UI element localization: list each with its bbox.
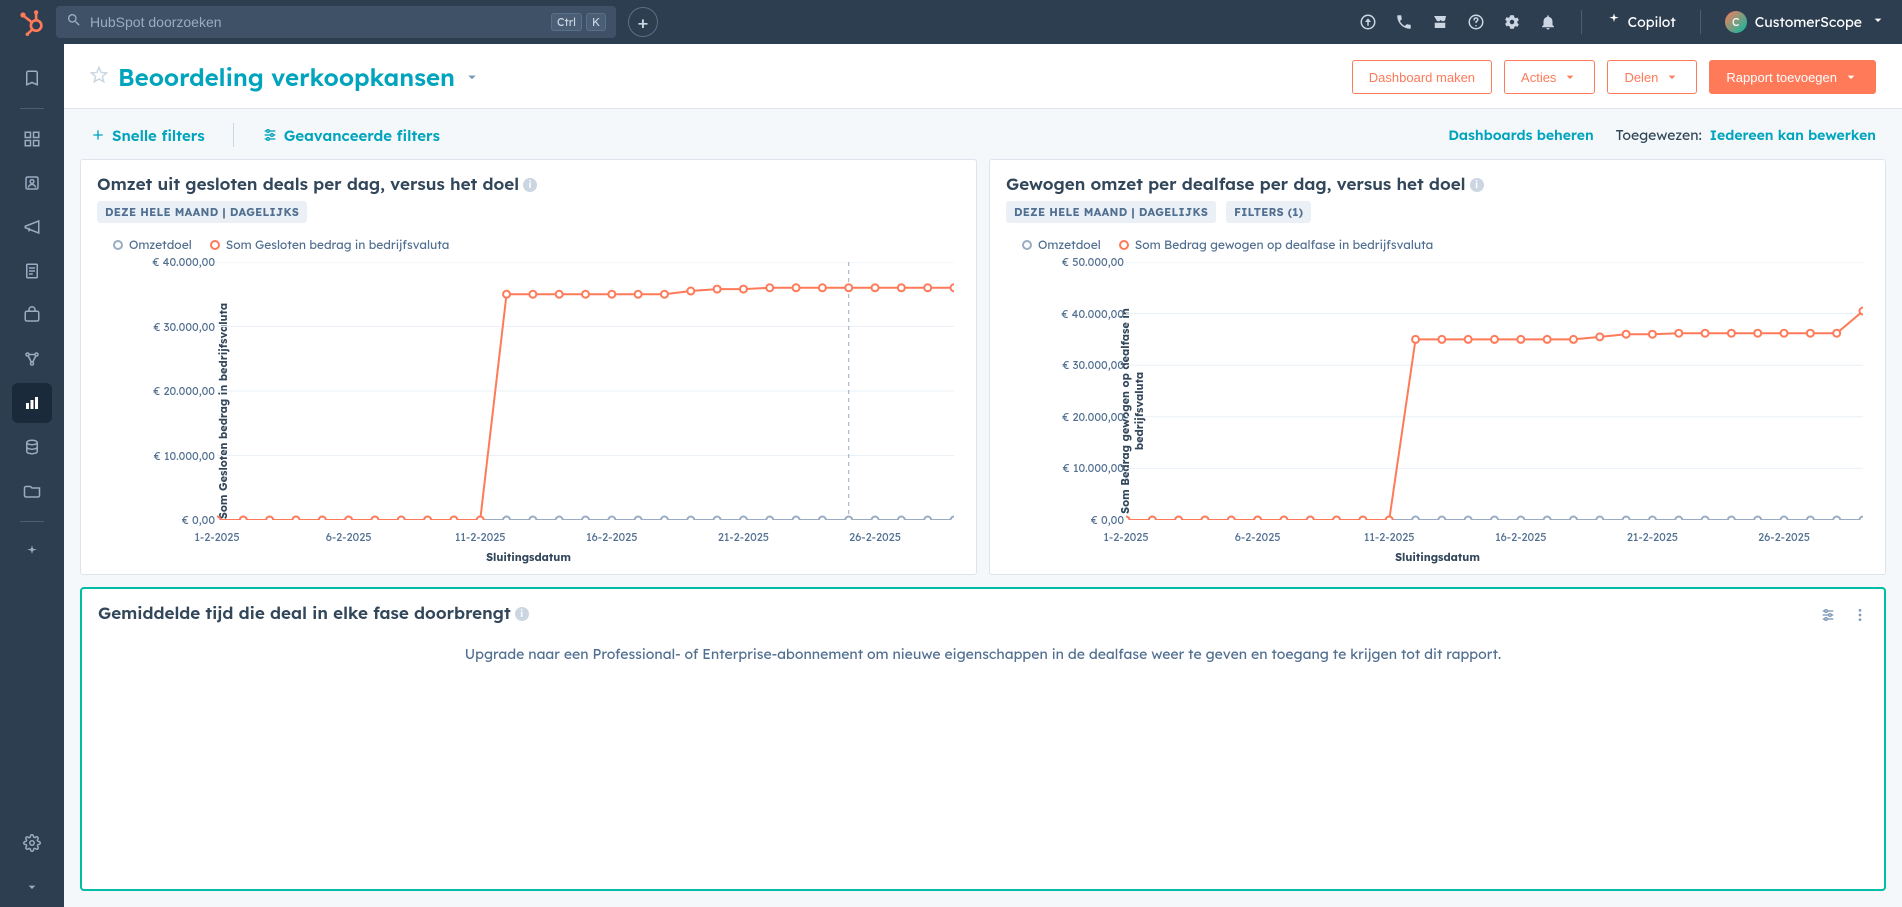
info-icon[interactable]: i [515,607,529,621]
top-nav: CtrlK + Copilot C CustomerScope [0,0,1902,44]
account-menu[interactable]: C CustomerScope [1725,11,1886,33]
global-create-button[interactable]: + [628,7,658,37]
chart-legend: Omzetdoel Som Bedrag gewogen op dealfase… [1022,237,1869,252]
search-kbd: CtrlK [551,13,606,31]
card-actions [1820,603,1868,627]
date-range-badge: DEZE HELE MAAND | DAGELIJKS [97,201,307,223]
filters-bar: Snelle filters Geavanceerde filters Dash… [64,109,1902,155]
dashboard-title: Beoordeling verkoopkansen [118,62,455,92]
help-icon[interactable] [1467,13,1485,31]
manage-dashboards-link[interactable]: Dashboards beheren [1448,126,1593,144]
x-axis-label: Sluitingsdatum [97,550,960,564]
dashboard-title-dropdown[interactable]: Beoordeling verkoopkansen [118,62,481,92]
favorite-star-icon[interactable] [90,66,108,88]
date-range-badge: DEZE HELE MAAND | DAGELIJKS [1006,201,1216,223]
actions-dropdown[interactable]: Acties [1504,60,1595,94]
global-search[interactable]: CtrlK [56,6,616,38]
sidebar-item-data[interactable] [12,427,52,467]
left-sidebar [0,44,64,907]
main-content: Beoordeling verkoopkansen Dashboard make… [64,44,1902,907]
sidebar-collapse[interactable] [12,867,52,907]
divider [233,123,234,147]
sidebar-separator [20,521,44,522]
chevron-down-icon [1870,12,1886,32]
cards-row: Omzet uit gesloten deals per dag, versus… [64,155,1902,587]
upgrade-message: Upgrade naar een Professional- of Enterp… [98,627,1868,673]
share-dropdown[interactable]: Delen [1607,60,1697,94]
search-input[interactable] [90,14,543,30]
legend-item-goal[interactable]: Omzetdoel [113,237,192,252]
sidebar-item-bookmarks[interactable] [12,58,52,98]
sidebar-item-crm[interactable] [12,163,52,203]
report-card-weighted-revenue[interactable]: Gewogen omzet per dealfase per dag, vers… [989,159,1886,575]
filters-badge[interactable]: FILTERS (1) [1226,201,1311,223]
marketplace-icon[interactable] [1431,13,1449,31]
assigned-label: Toegewezen: Iedereen kan bewerken [1616,126,1876,144]
x-axis-label: Sluitingsdatum [1006,550,1869,564]
legend-item-closed[interactable]: Som Gesloten bedrag in bedrijfsvaluta [210,237,450,252]
search-icon [66,12,82,32]
info-icon[interactable]: i [1470,178,1484,192]
chevron-down-icon [463,62,481,92]
sidebar-item-workspaces[interactable] [12,119,52,159]
calling-icon[interactable] [1395,13,1413,31]
legend-item-weighted[interactable]: Som Bedrag gewogen op dealfase in bedrij… [1119,237,1434,252]
card-title: Omzet uit gesloten deals per dag, versus… [97,174,960,195]
chart-legend: Omzetdoel Som Gesloten bedrag in bedrijf… [113,237,960,252]
copilot-button[interactable]: Copilot [1606,12,1676,32]
card-title: Gemiddelde tijd die deal in elke fase do… [98,603,529,624]
sidebar-item-commerce[interactable] [12,295,52,335]
report-card-deal-stage-time[interactable]: Gemiddelde tijd die deal in elke fase do… [80,587,1886,891]
nav-divider [1700,10,1701,34]
nav-icons: Copilot C CustomerScope [1359,10,1886,34]
assigned-value-link[interactable]: Iedereen kan bewerken [1710,126,1876,144]
sidebar-item-automation[interactable] [12,339,52,379]
info-icon[interactable]: i [523,178,537,192]
hubspot-logo[interactable] [16,8,44,36]
legend-item-goal[interactable]: Omzetdoel [1022,237,1101,252]
sidebar-item-ai[interactable] [12,532,52,572]
avatar-icon: C [1725,11,1747,33]
more-menu-icon[interactable] [1852,607,1868,627]
account-name: CustomerScope [1755,13,1862,31]
copilot-label: Copilot [1628,13,1676,31]
sidebar-item-reporting[interactable] [12,383,52,423]
sparkle-icon [1606,12,1622,32]
filter-icon[interactable] [1820,607,1836,627]
card-title: Gewogen omzet per dealfase per dag, vers… [1006,174,1869,195]
upgrade-icon[interactable] [1359,13,1377,31]
report-card-closed-revenue[interactable]: Omzet uit gesloten deals per dag, versus… [80,159,977,575]
create-dashboard-button[interactable]: Dashboard maken [1352,60,1492,94]
add-report-button[interactable]: Rapport toevoegen [1709,60,1876,94]
sidebar-item-content[interactable] [12,251,52,291]
sidebar-item-library[interactable] [12,471,52,511]
notifications-icon[interactable] [1539,13,1557,31]
sidebar-item-marketing[interactable] [12,207,52,247]
sidebar-separator [20,108,44,109]
quick-filters-button[interactable]: Snelle filters [90,126,205,145]
settings-icon[interactable] [1503,13,1521,31]
page-header: Beoordeling verkoopkansen Dashboard make… [64,44,1902,109]
advanced-filters-button[interactable]: Geavanceerde filters [262,126,440,145]
chart-area: Som Gesloten bedrag in bedrijfsvaluta € … [97,256,960,566]
nav-divider [1581,10,1582,34]
chart-area: Som Bedrag gewogen op dealfase in bedrij… [1006,256,1869,566]
sidebar-item-settings[interactable] [12,823,52,863]
